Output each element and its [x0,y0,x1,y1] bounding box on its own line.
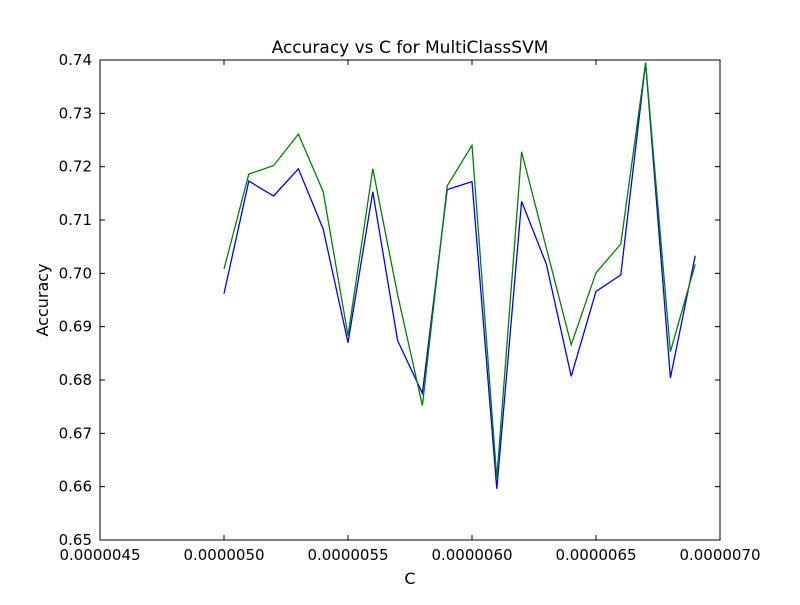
series-layer [223,62,696,489]
x-tick-label: 0.0000060 [431,546,512,564]
y-axis-ticks: 0.65 0.66 0.67 0.68 0.69 0.70 0.71 0.72 0.73 0.74 [59,51,720,549]
x-tick-label: 0.0000070 [679,546,760,564]
y-tick-label: 0.70 [59,264,92,282]
y-tick-label: 0.65 [59,531,92,549]
plot-area [100,60,720,540]
x-tick-label: 0.0000045 [59,546,140,564]
y-tick-label: 0.71 [59,211,92,229]
chart-title: Accuracy vs C for MultiClassSVM [272,38,549,58]
series-line-1 [223,62,696,489]
x-tick-label: 0.0000065 [555,546,636,564]
y-tick-label: 0.74 [59,51,92,69]
y-tick-label: 0.67 [59,424,92,442]
series-line-2 [223,62,696,479]
y-tick-label: 0.68 [59,371,92,389]
x-tick-label: 0.0000055 [307,546,388,564]
x-tick-label: 0.0000050 [183,546,264,564]
y-axis-label: Accuracy [33,263,52,336]
y-tick-label: 0.73 [59,104,92,122]
plot-frame [99,59,721,541]
y-tick-label: 0.69 [59,318,92,336]
y-tick-label: 0.66 [59,478,92,496]
y-tick-label: 0.72 [59,158,92,176]
x-axis-ticks: 0.0000045 0.0000050 0.0000055 0.0000060 0.00… [59,60,761,564]
x-axis-label: C [404,569,415,588]
